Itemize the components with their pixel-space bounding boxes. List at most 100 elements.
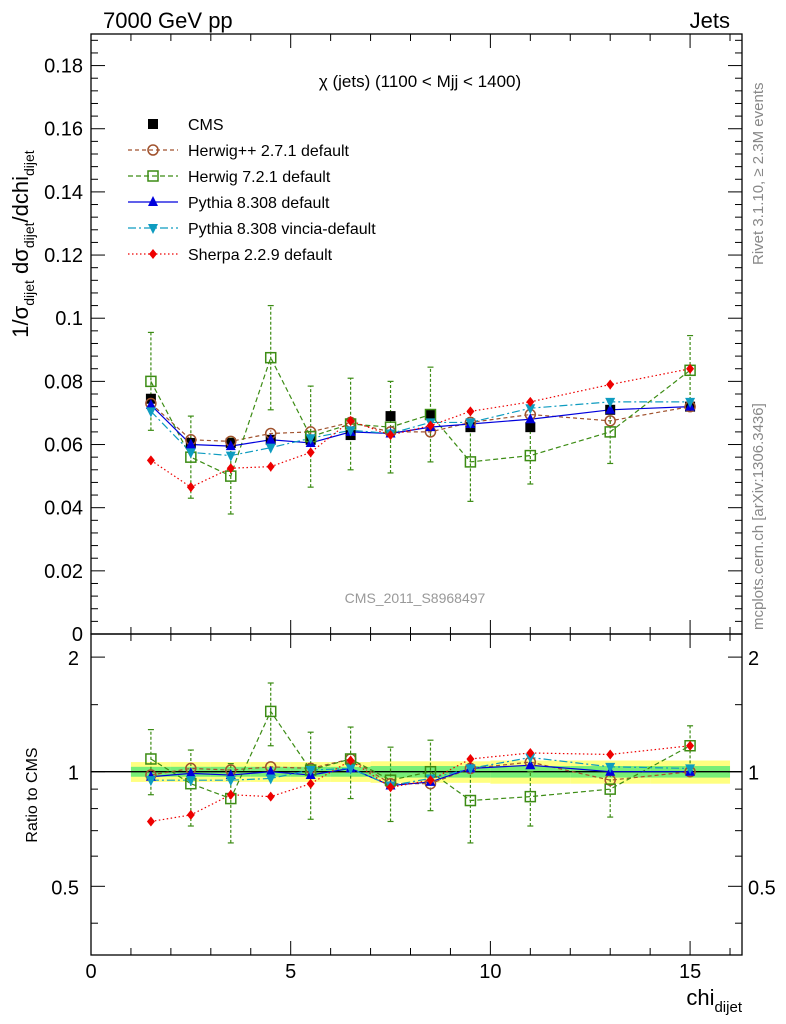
cms-data-point [385,411,396,422]
ratio-y-tick-label: 2 [68,648,79,670]
series-point-3 [605,397,616,408]
ratio-series-point-2 [185,767,196,778]
ratio-series-point-3 [225,776,236,787]
legend-marker [148,196,158,206]
ratio-y-tick-label-right: 1 [748,763,759,785]
legend-label: Pythia 8.308 default [188,195,330,212]
ratio-y-tick-label-right: 2 [748,648,759,670]
series-line-2 [150,404,691,447]
ratio-series-point-4 [146,816,155,827]
ratio-series-point-4 [346,755,355,766]
legend-label: Herwig 7.2.1 default [188,169,331,186]
legend: CMS Herwig++ 2.7.1 default Herwig 7.2.1 de… [128,117,376,264]
main-panel: 00.020.040.060.080.10.120.140.160.181/σd… [8,33,743,646]
series-point-2 [185,438,196,449]
series-point-3 [145,407,156,418]
y-tick-label: 0.16 [44,119,83,141]
ratio-series-point-2 [265,765,276,776]
series-point-1 [604,426,616,438]
ratio-frame [90,633,743,956]
series-point-1 [264,351,277,364]
series-line-0 [150,403,691,442]
ratio-series-line-1 [150,710,691,802]
ratio-series-point-3 [265,774,276,785]
series-point-2 [525,413,536,424]
series-point-3 [525,404,536,415]
ratio-y-tick-label: 0.5 [51,877,79,899]
series-point-4 [346,415,355,426]
ratio-series-line-0 [150,758,691,785]
legend-label: CMS [188,117,224,134]
ratio-series-line-2 [150,764,691,787]
series-point-4 [386,430,395,441]
series-point-3 [305,434,316,445]
ratio-y-tick-label-right: 0.5 [748,877,776,899]
series-line-4 [150,368,691,488]
ratio-y-tick-label: 1 [68,763,79,785]
legend-label: Pythia 8.308 vincia-default [188,221,376,238]
ratio-series-line-3 [150,756,691,787]
ratio-series-point-3 [305,766,316,777]
series-point-4 [686,363,695,374]
y-axis-label-part: 1/σ [8,305,33,337]
y-axis-label: 1/σdijet dσdijet/dchidijet [8,150,37,338]
legend-marker [149,249,157,259]
ratio-axis-label: Ratio to CMS [24,747,41,842]
mcplots-label: mcplots.cern.ch [arXiv:1306.3436] [750,403,767,630]
header-energy-label: 7000 GeV pp [103,8,233,33]
series-point-2 [145,399,156,410]
legend-label: Herwig++ 2.7.1 default [188,143,350,160]
y-tick-label: 0.14 [44,182,83,204]
header-process-label: Jets [690,8,730,33]
ratio-series-point-3 [185,776,196,787]
series-point-2 [225,440,236,451]
ratio-series-point-4 [526,747,535,758]
chart-title: χ (jets) (1100 < Mjj < 1400) [319,72,521,91]
main-plot-area [145,304,696,515]
series-point-4 [266,461,275,472]
legend-label: Sherpa 2.2.9 default [188,247,333,264]
ratio-series-point-4 [426,775,435,786]
y-axis-label-part: dσ [8,248,33,280]
series-point-4 [466,406,475,417]
y-axis-label-subscript: dijet [21,222,37,248]
cms-data-point [425,409,436,420]
y-tick-label: 0.02 [44,561,83,583]
ratio-series-point-3 [465,764,476,775]
ratio-series-point-4 [386,782,395,793]
series-point-3 [345,426,356,437]
series-point-4 [146,455,155,466]
ratio-series-point-4 [466,753,475,764]
y-axis-label-subscript: dijet [21,280,37,306]
series-point-2 [605,403,616,414]
legend-marker [148,119,158,129]
ratio-series-point-1 [604,783,616,795]
y-tick-label: 0.18 [44,56,83,78]
series-point-2 [265,433,276,444]
series-point-4 [526,396,535,407]
x-tick-label: 15 [679,961,701,983]
x-axis-label-part: chi [686,985,714,1010]
series-point-1 [524,449,537,462]
rivet-label: Rivet 3.1.10, ≥ 2.3M events [750,83,767,266]
ratio-series-point-2 [525,759,536,770]
series-point-4 [186,482,195,493]
x-tick-label: 0 [85,961,96,983]
ratio-series-point-4 [606,749,615,760]
ratio-series-point-1 [145,753,157,765]
ratio-series-point-3 [145,776,156,787]
ratio-series-point-4 [186,809,195,820]
ratio-series-point-1 [464,794,477,807]
ratio-plot-area [91,682,742,844]
series-point-3 [185,448,196,459]
x-axis-label: chidijet [686,985,742,1016]
x-tick-label: 10 [479,961,501,983]
legend-marker [147,170,159,182]
ratio-series-point-4 [266,791,275,802]
y-tick-label: 0.1 [55,308,83,330]
y-tick-label: 0.06 [44,435,83,457]
ratio-series-point-1 [264,705,277,718]
series-point-4 [306,447,315,458]
